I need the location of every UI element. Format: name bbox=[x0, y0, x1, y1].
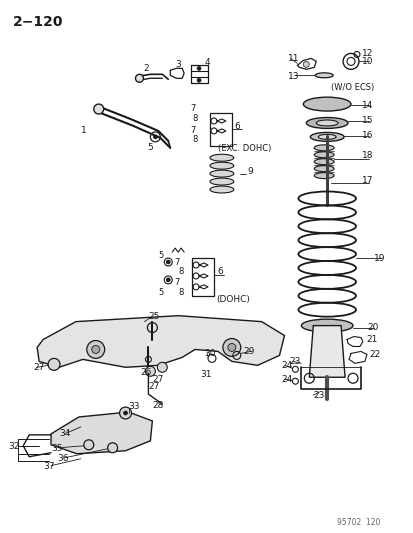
Text: 22: 22 bbox=[368, 350, 379, 359]
Ellipse shape bbox=[316, 120, 337, 126]
Ellipse shape bbox=[313, 145, 333, 151]
Text: 7: 7 bbox=[190, 126, 195, 135]
Ellipse shape bbox=[313, 159, 333, 165]
Circle shape bbox=[107, 443, 117, 453]
Text: 27: 27 bbox=[148, 382, 159, 391]
Text: 6: 6 bbox=[234, 123, 240, 132]
Text: 8: 8 bbox=[178, 268, 183, 277]
Text: 6: 6 bbox=[216, 268, 222, 277]
Circle shape bbox=[48, 358, 60, 370]
Text: 12: 12 bbox=[361, 49, 373, 58]
Text: (EXC. DOHC): (EXC. DOHC) bbox=[217, 144, 271, 154]
Text: 7: 7 bbox=[174, 278, 179, 287]
Ellipse shape bbox=[303, 97, 350, 111]
Text: 28: 28 bbox=[152, 401, 164, 409]
Text: 16: 16 bbox=[361, 131, 373, 140]
Polygon shape bbox=[309, 326, 344, 377]
Text: 3: 3 bbox=[175, 60, 180, 69]
Text: 10: 10 bbox=[361, 57, 373, 66]
Text: 36: 36 bbox=[57, 454, 68, 463]
Text: 27: 27 bbox=[152, 375, 164, 384]
Text: 18: 18 bbox=[361, 151, 373, 160]
Text: 23: 23 bbox=[313, 391, 324, 400]
Text: 95702  120: 95702 120 bbox=[336, 518, 380, 527]
Text: 21: 21 bbox=[365, 335, 376, 344]
Text: 2: 2 bbox=[143, 64, 149, 73]
Ellipse shape bbox=[313, 152, 333, 158]
Text: 5: 5 bbox=[147, 143, 153, 152]
Ellipse shape bbox=[209, 178, 233, 185]
Circle shape bbox=[166, 278, 170, 282]
Circle shape bbox=[119, 407, 131, 419]
Ellipse shape bbox=[306, 117, 347, 128]
Circle shape bbox=[153, 135, 157, 139]
Circle shape bbox=[145, 366, 155, 376]
Circle shape bbox=[157, 362, 167, 372]
Text: 33: 33 bbox=[128, 401, 140, 410]
Text: 7: 7 bbox=[190, 103, 195, 112]
Text: 37: 37 bbox=[43, 462, 55, 471]
Text: 14: 14 bbox=[361, 101, 373, 110]
Ellipse shape bbox=[310, 132, 343, 141]
Ellipse shape bbox=[209, 186, 233, 193]
Ellipse shape bbox=[313, 173, 333, 179]
Text: 26: 26 bbox=[140, 368, 152, 377]
Text: 29: 29 bbox=[243, 347, 254, 356]
Text: 23: 23 bbox=[289, 357, 300, 366]
Circle shape bbox=[197, 66, 201, 70]
Circle shape bbox=[303, 61, 309, 67]
Ellipse shape bbox=[301, 319, 352, 332]
Text: 7: 7 bbox=[174, 257, 179, 266]
Text: 5: 5 bbox=[158, 288, 163, 297]
Ellipse shape bbox=[209, 154, 233, 161]
Text: (W/O ECS): (W/O ECS) bbox=[330, 83, 373, 92]
Circle shape bbox=[135, 74, 143, 82]
Text: 19: 19 bbox=[373, 254, 385, 263]
Text: 32: 32 bbox=[8, 442, 20, 451]
Text: 8: 8 bbox=[192, 135, 197, 144]
Text: 2−120: 2−120 bbox=[13, 14, 64, 29]
Circle shape bbox=[93, 104, 103, 114]
Circle shape bbox=[197, 78, 201, 82]
Text: 5: 5 bbox=[158, 251, 163, 260]
Circle shape bbox=[83, 440, 93, 450]
Text: 30: 30 bbox=[204, 349, 215, 358]
Text: 8: 8 bbox=[178, 288, 183, 297]
Text: 24: 24 bbox=[281, 361, 292, 370]
Ellipse shape bbox=[313, 166, 333, 172]
Text: 15: 15 bbox=[361, 117, 373, 125]
Circle shape bbox=[92, 345, 100, 353]
Ellipse shape bbox=[318, 134, 335, 139]
Text: 9: 9 bbox=[247, 167, 253, 176]
Ellipse shape bbox=[209, 170, 233, 177]
Text: 13: 13 bbox=[288, 72, 299, 81]
Text: 4: 4 bbox=[204, 58, 210, 67]
Ellipse shape bbox=[209, 162, 233, 169]
Text: 31: 31 bbox=[199, 370, 211, 379]
Text: 20: 20 bbox=[366, 323, 377, 332]
Text: 11: 11 bbox=[287, 54, 298, 63]
Circle shape bbox=[166, 260, 170, 264]
Text: 17: 17 bbox=[361, 176, 373, 185]
Circle shape bbox=[123, 411, 127, 415]
Circle shape bbox=[227, 343, 235, 351]
Text: 27: 27 bbox=[33, 363, 45, 372]
Polygon shape bbox=[51, 412, 152, 454]
Text: 8: 8 bbox=[192, 115, 197, 124]
Ellipse shape bbox=[315, 73, 332, 78]
Text: (DOHC): (DOHC) bbox=[216, 295, 249, 304]
Text: 24: 24 bbox=[281, 375, 292, 384]
Text: 25: 25 bbox=[148, 312, 159, 321]
Circle shape bbox=[222, 338, 240, 357]
Text: 35: 35 bbox=[51, 445, 62, 453]
Text: 34: 34 bbox=[59, 430, 70, 438]
Text: 1: 1 bbox=[81, 126, 86, 135]
Circle shape bbox=[87, 341, 104, 358]
Polygon shape bbox=[37, 316, 284, 367]
